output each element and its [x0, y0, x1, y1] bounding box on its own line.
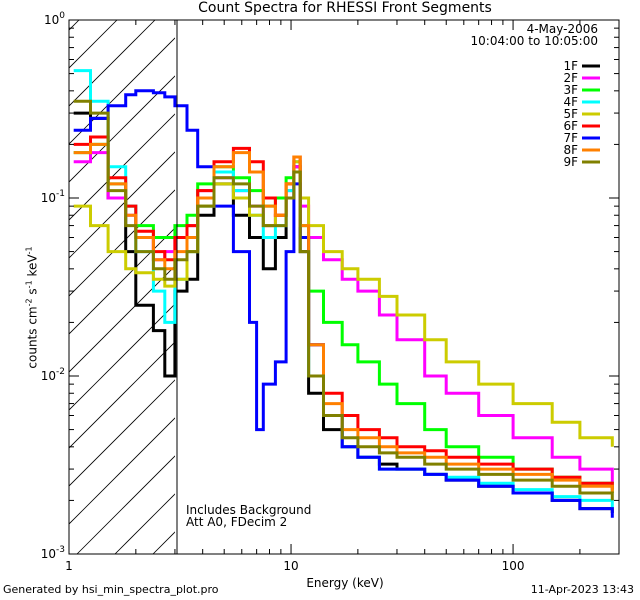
y-axis-label: counts cm-2 s-1 keV-1: [24, 246, 40, 369]
legend-label-1F: 1F: [563, 59, 578, 73]
legend-label-9F: 9F: [563, 155, 578, 169]
y-tick-label: 10-3: [41, 545, 65, 561]
legend-label-2F: 2F: [563, 71, 578, 85]
legend-label-7F: 7F: [563, 131, 578, 145]
hatch-line: [267, 20, 640, 554]
hatch-line: [114, 493, 175, 554]
hatch-line: [69, 417, 175, 525]
x-tick-label: 10: [283, 559, 298, 573]
legend-label-5F: 5F: [563, 107, 578, 121]
hatch-line: [69, 189, 175, 297]
hatch-line: [69, 75, 175, 183]
plot-frame: [68, 19, 620, 555]
series-7F: [73, 89, 614, 518]
hatch-line: [76, 455, 175, 554]
annotation-attenuator: Att A0, FDecim 2: [186, 515, 288, 529]
x-axis-label: Energy (keV): [306, 576, 384, 590]
legend-label-4F: 4F: [563, 95, 578, 109]
x-tick-label: 1: [65, 559, 73, 573]
series-layer: [73, 69, 614, 518]
series-9F: [73, 99, 614, 501]
y-tick-label: 100: [44, 11, 65, 27]
hatch-line: [69, 227, 175, 335]
legend-label-6F: 6F: [563, 119, 578, 133]
legend-date: 4-May-2006: [526, 22, 598, 36]
y-tick-label: 10-1: [41, 189, 65, 205]
legend-time-range: 10:04:00 to 10:05:00: [470, 34, 598, 48]
legend-label-8F: 8F: [563, 143, 578, 157]
chart-title: Count Spectra for RHESSI Front Segments: [198, 0, 492, 16]
hatch-line: [0, 20, 3, 554]
legend-label-3F: 3F: [563, 83, 578, 97]
axis-ticks: 1 10 100 10-3 10-2 10-1 100: [41, 11, 620, 573]
series-1F: [73, 111, 614, 513]
y-tick-label: 10-2: [41, 367, 65, 383]
footer-timestamp: 11-Apr-2023 13:43: [530, 583, 634, 596]
footer-generated: Generated by hsi_min_spectra_plot.pro: [3, 583, 219, 596]
hatch-line: [69, 379, 175, 487]
hatch-line: [69, 37, 175, 145]
x-tick-label: 100: [502, 559, 525, 573]
annotation-background: Includes Background: [186, 503, 312, 517]
hatch-line: [69, 20, 80, 31]
